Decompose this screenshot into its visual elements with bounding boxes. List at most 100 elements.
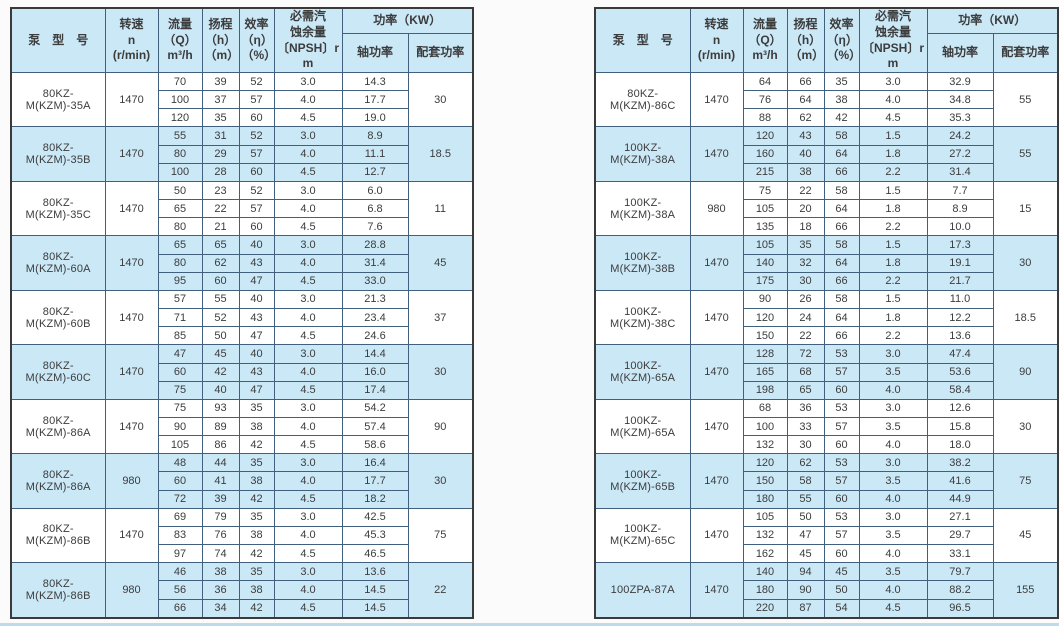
matching-power-cell: 55	[992, 71, 1059, 128]
spec-row: 80KZ-M(KZM)-35C 1470 50 23 52 3.0 6.0 11	[10, 180, 474, 237]
shaft-power-cell: 7.7	[926, 180, 994, 201]
efficiency-cell: 40	[238, 235, 275, 255]
head-cell: 41	[201, 471, 240, 491]
shaft-power-cell: 19.0	[341, 108, 409, 128]
npsh-cell: 4.0	[273, 525, 343, 546]
header-head: 扬程 （h） （m）	[201, 7, 240, 73]
model-cell: 100KZ-M(KZM)-65C	[594, 507, 691, 564]
flow-cell: 83	[157, 525, 203, 546]
model-cell: 80KZ-M(KZM)-86C	[594, 71, 691, 128]
flow-cell: 180	[742, 580, 788, 600]
efficiency-cell: 53	[823, 398, 860, 418]
npsh-cell: 2.2	[858, 271, 928, 291]
model-cell: 100KZ-M(KZM)-38A	[594, 126, 691, 182]
npsh-cell: 3.5	[858, 416, 928, 437]
spec-row: 80 21 60 4.5 7.6	[11, 217, 473, 237]
spec-row: 60 42 43 4.0 16.0	[11, 362, 473, 382]
spec-row: 100 37 57 4.0 17.7	[11, 90, 473, 110]
efficiency-cell: 64	[823, 253, 860, 273]
shaft-power-cell: 14.4	[341, 344, 409, 364]
shaft-power-cell: 35.3	[926, 108, 994, 128]
flow-cell: 120	[157, 108, 203, 128]
efficiency-cell: 38	[238, 580, 275, 600]
spec-row: 180 90 50 4.0 88.2	[595, 580, 1058, 600]
shaft-power-cell: 24.2	[926, 126, 994, 146]
spec-row: 72 39 42 4.5 18.2	[11, 489, 473, 509]
npsh-cell: 4.5	[273, 162, 343, 182]
header-flow: 流量 （Q） m³/h	[157, 7, 203, 73]
head-cell: 28	[201, 162, 240, 182]
flow-cell: 71	[157, 308, 203, 328]
spec-row: 80KZ-M(KZM)-86C 1470 64 66 35 3.0 32.9 55	[594, 71, 1059, 128]
efficiency-cell: 64	[823, 308, 860, 328]
flow-cell: 50	[157, 180, 203, 201]
npsh-cell: 4.0	[858, 380, 928, 400]
flow-cell: 55	[157, 126, 203, 146]
matching-power-cell: 45	[992, 507, 1059, 564]
shaft-power-cell: 31.4	[926, 162, 994, 182]
efficiency-cell: 57	[823, 362, 860, 382]
npsh-cell: 4.5	[273, 108, 343, 128]
npsh-cell: 4.0	[858, 435, 928, 455]
head-cell: 42	[201, 362, 240, 382]
speed-cell: 980	[689, 180, 744, 237]
efficiency-cell: 38	[823, 90, 860, 110]
npsh-cell: 1.8	[858, 253, 928, 273]
efficiency-cell: 66	[823, 326, 860, 346]
npsh-cell: 3.0	[858, 398, 928, 418]
flow-cell: 60	[157, 471, 203, 491]
efficiency-cell: 64	[823, 144, 860, 164]
efficiency-cell: 43	[238, 362, 275, 382]
efficiency-cell: 35	[238, 453, 275, 473]
header-shaft-power: 轴功率	[341, 33, 409, 73]
efficiency-cell: 60	[238, 162, 275, 182]
speed-cell: 1470	[104, 398, 159, 455]
spec-row: 100 33 57 3.5 15.8	[595, 416, 1058, 437]
efficiency-cell: 42	[238, 489, 275, 509]
npsh-cell: 4.5	[273, 380, 343, 400]
efficiency-cell: 47	[238, 380, 275, 400]
matching-power-cell: 22	[407, 562, 474, 619]
head-cell: 24	[786, 308, 825, 328]
shaft-power-cell: 8.9	[341, 126, 409, 146]
shaft-power-cell: 13.6	[341, 562, 409, 582]
spec-row: 97 74 42 4.5 46.5	[11, 544, 473, 564]
shaft-power-cell: 21.3	[341, 289, 409, 310]
flow-cell: 65	[157, 199, 203, 219]
spec-row: 100KZ-M(KZM)-65B 1470 120 62 53 3.0 38.2 75	[594, 453, 1059, 509]
npsh-cell: 4.5	[273, 326, 343, 346]
flow-cell: 75	[742, 180, 788, 201]
shaft-power-cell: 17.3	[926, 235, 994, 255]
efficiency-cell: 58	[823, 289, 860, 310]
flow-cell: 220	[742, 598, 788, 619]
head-cell: 87	[786, 598, 825, 619]
flow-cell: 135	[742, 217, 788, 237]
npsh-cell: 4.5	[273, 598, 343, 619]
speed-cell: 1470	[104, 126, 159, 182]
spec-row: 140 32 64 1.8 19.1	[595, 253, 1058, 273]
efficiency-cell: 66	[823, 217, 860, 237]
efficiency-cell: 60	[823, 544, 860, 564]
efficiency-cell: 45	[823, 562, 860, 582]
spec-row: 80KZ-M(KZM)-35B 1470 55 31 52 3.0 8.9 18.5	[10, 126, 474, 182]
matching-power-cell: 30	[407, 71, 474, 128]
shaft-power-cell: 58.6	[341, 435, 409, 455]
npsh-cell: 4.5	[273, 544, 343, 564]
npsh-cell: 1.5	[858, 289, 928, 310]
shaft-power-cell: 34.8	[926, 90, 994, 110]
efficiency-cell: 35	[238, 398, 275, 418]
speed-cell: 980	[104, 562, 159, 619]
npsh-cell: 4.0	[273, 471, 343, 491]
npsh-cell: 3.0	[273, 71, 343, 92]
spec-row: 175 30 66 2.2 21.7	[595, 271, 1058, 291]
speed-cell: 1470	[104, 235, 159, 291]
npsh-cell: 3.0	[858, 71, 928, 92]
efficiency-cell: 40	[238, 344, 275, 364]
model-cell: 80KZ-M(KZM)-86B	[10, 507, 106, 564]
header-npsh: 必需汽 蚀余量 〔NPSH〕r m	[858, 7, 928, 73]
header-speed: 转速 n (r/min)	[689, 7, 744, 73]
flow-cell: 175	[742, 271, 788, 291]
head-cell: 50	[786, 507, 825, 527]
npsh-cell: 4.0	[273, 308, 343, 328]
spec-row: 56 36 38 4.0 14.5	[11, 580, 473, 600]
